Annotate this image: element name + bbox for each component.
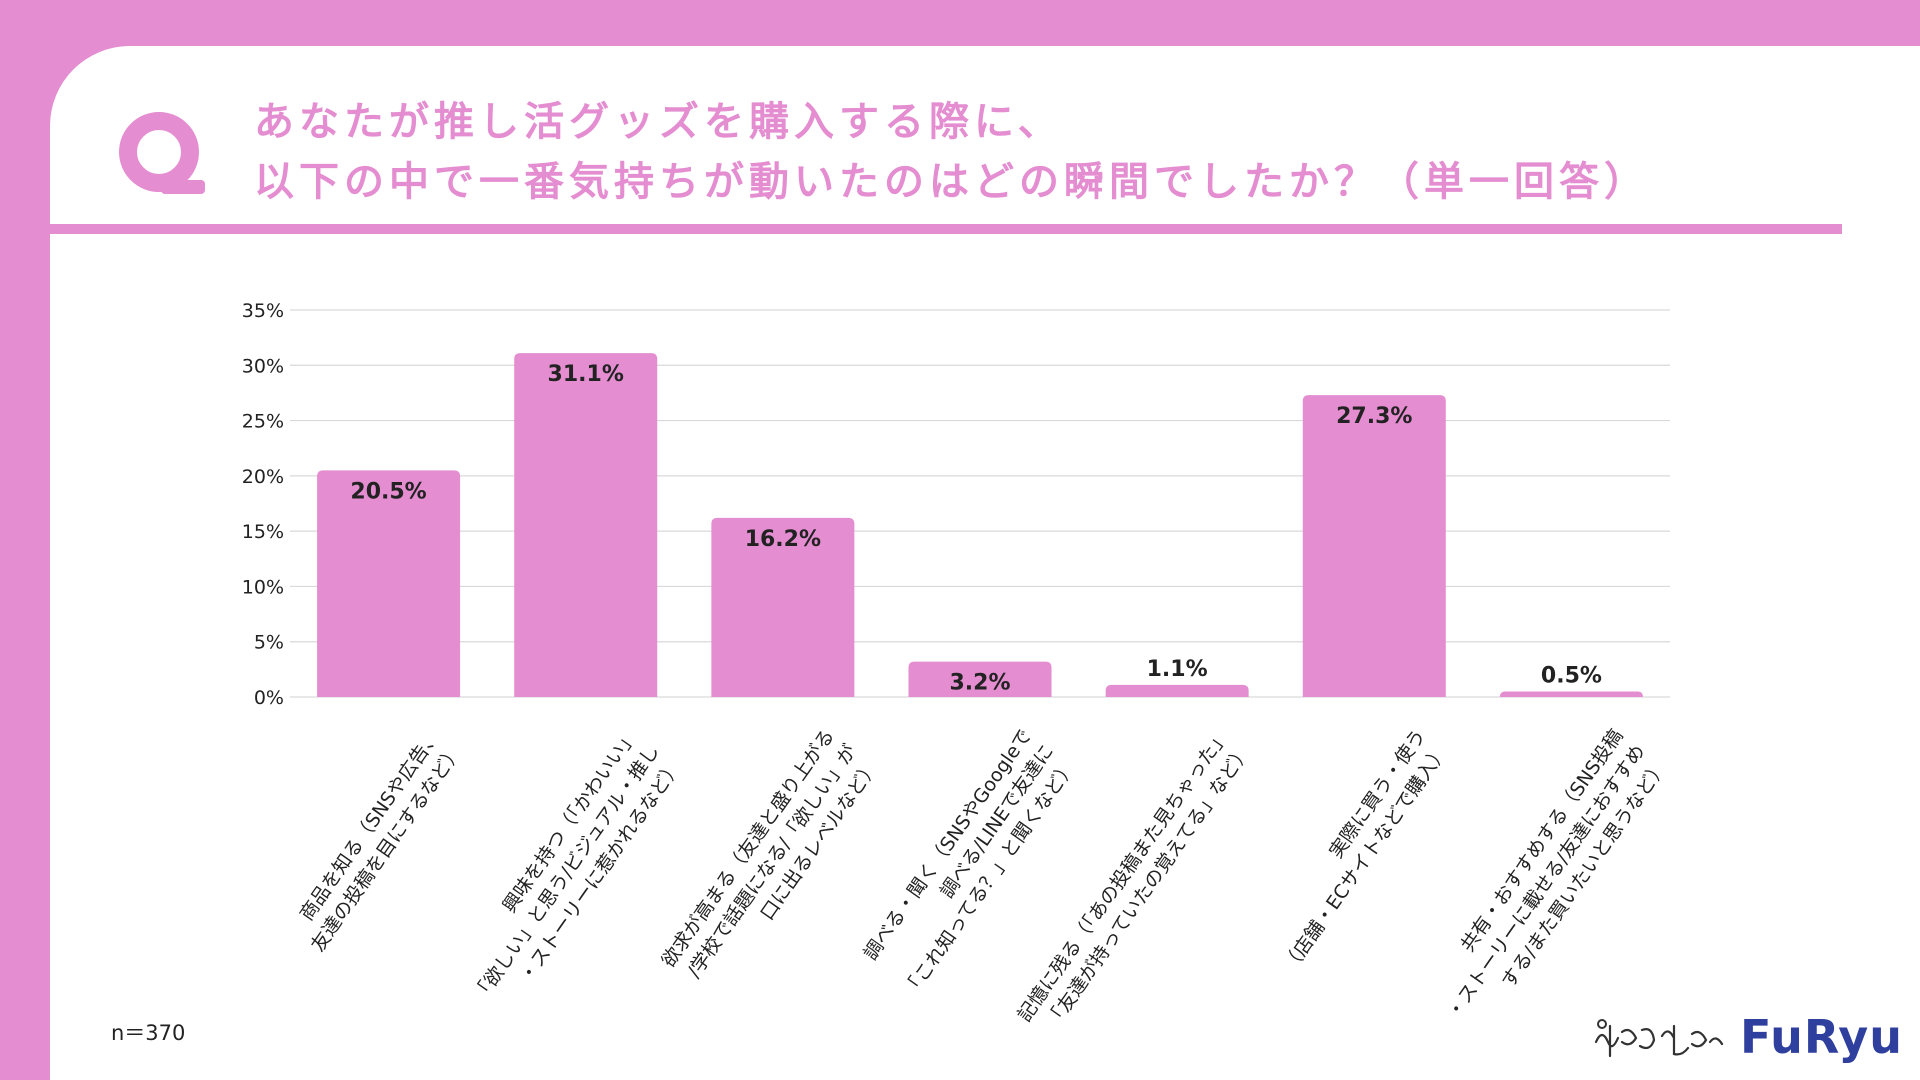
bar-6 [1499,691,1643,697]
title-line-1: あなたが推し活グッズを購入する際に、 [254,99,1063,145]
bar-2 [711,517,855,697]
category-label-1-line-1: 「欲しい」と思う/ビジュアル・推し [469,741,664,1006]
category-label-6-line-1: ・ストーリーに載せる/友達におすすめ [1443,741,1650,1023]
category-label-4-line-1: 「友達が持っていたの覚えてる」など） [1042,741,1255,1032]
y-tick-label-0: 0% [254,687,284,709]
category-label-0: 商品を知る（SNSや広告、友達の投稿を目にするなど） [296,725,467,956]
category-labels: 商品を知る（SNSや広告、友達の投稿を目にするなど） 興味を持つ（「かわいい」「欲… [296,725,1672,1032]
data-label-4: 1.1% [1147,657,1208,682]
category-label-3: 調べる・聞く（SNSやGoogleで調べる/LINEで友達に「これ知ってる？」と… [860,725,1081,1001]
bar-0 [317,470,461,697]
page-title: あなたが推し活グッズを購入する際に、 以下の中で一番気持ちが動いたのはどの瞬間で… [254,92,1649,212]
category-label-1: 興味を持つ（「かわいい」「欲しい」と思う/ビジュアル・推し・ストーリーに惹かれる… [469,725,686,1006]
y-tick-label-3: 15% [242,521,284,543]
y-axis-ticks: 0% 5% 10% 15% 20% 25% 30% 35% [242,300,284,709]
category-label-0-line-1: 友達の投稿を目にするなど） [307,741,467,956]
data-label-5: 27.3% [1336,404,1412,429]
data-labels: 20.5% 31.1% 16.2% 3.2% 1.1% 27.3% 0.5% [350,362,1602,695]
category-label-0-line-0: 商品を知る（SNSや広告、 [296,725,445,925]
y-tick-label-6: 30% [242,355,284,377]
title-line-2: 以下の中で一番気持ちが動いたのはどの瞬間でしたか？（単一回答） [254,159,1649,205]
data-label-2: 16.2% [745,527,821,552]
sample-size: n＝370 [111,1021,186,1045]
category-label-6: 共有・おすすめする（SNS投稿・ストーリーに載せる/友達におすすめする/また買い… [1443,725,1672,1023]
y-tick-label-1: 5% [254,632,284,654]
category-label-2-line-1: /学校で話題になる/「欲しい」が [683,741,861,982]
y-tick-label-4: 20% [242,466,284,488]
bar-4 [1105,684,1249,697]
question-q-icon: Q [119,112,205,194]
data-label-6: 0.5% [1541,663,1602,688]
bars [317,353,1643,697]
brand-logo: FuRyu [1740,1010,1903,1064]
category-label-5-line-1: （店舗・ECサイトなどで購入） [1279,741,1453,976]
y-tick-label-2: 10% [242,576,284,598]
data-label-1: 31.1% [548,362,624,387]
data-label-3: 3.2% [949,671,1010,696]
category-label-2: 欲求が高まる（友達と盛り上がる/学校で話題になる/「欲しい」が口に出るレベルなど… [657,725,883,982]
signature-logo [1594,1019,1724,1058]
category-label-1-line-0: 興味を持つ（「かわいい」 [498,725,641,917]
bar-5 [1302,395,1446,697]
bar-1 [514,353,658,697]
y-tick-label-5: 25% [242,411,284,433]
grid-lines [290,309,1670,698]
category-label-4-line-0: 記憶に残る（「あの投稿また見ちゃった」 [1014,725,1234,1026]
bar-3 [908,661,1052,697]
title-divider [50,224,1842,234]
category-label-5: 実際に買う・使う（店舗・ECサイトなどで購入） [1279,725,1453,976]
y-tick-label-7: 35% [242,300,284,322]
data-label-0: 20.5% [350,479,426,504]
